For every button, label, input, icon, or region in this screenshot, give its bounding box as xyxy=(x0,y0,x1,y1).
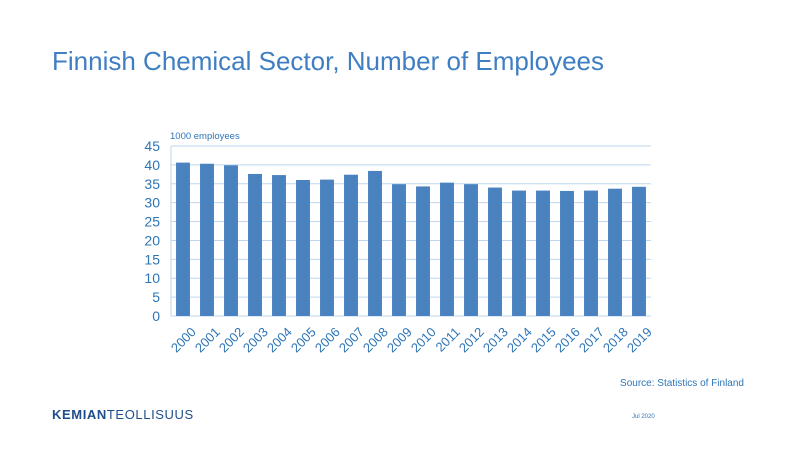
x-tick-label: 2014 xyxy=(504,324,535,355)
bar-2011 xyxy=(440,182,454,316)
bar-2006 xyxy=(320,179,334,316)
y-tick-label: 30 xyxy=(144,195,160,211)
x-tick-label: 2009 xyxy=(384,324,415,355)
bar-2010 xyxy=(416,186,430,316)
x-tick-label: 2019 xyxy=(624,324,655,355)
x-tick-label: 2018 xyxy=(600,324,631,355)
x-tick-label: 2004 xyxy=(264,324,295,355)
x-tick-label: 2011 xyxy=(433,324,463,354)
x-tick-label: 2005 xyxy=(288,324,319,355)
bar-2018 xyxy=(608,188,622,316)
bar-2015 xyxy=(536,190,550,316)
bar-2009 xyxy=(392,184,406,316)
x-tick-label: 2016 xyxy=(552,324,583,355)
bar-2002 xyxy=(224,165,238,316)
x-tick-label: 2012 xyxy=(456,324,487,355)
date-stamp: Jul 2020 xyxy=(632,414,655,420)
bars xyxy=(176,162,646,316)
gridlines xyxy=(170,145,651,317)
company-logo: KEMIANTEOLLISUUS xyxy=(52,407,194,422)
bar-2013 xyxy=(488,187,502,316)
x-tick-label: 2002 xyxy=(216,324,247,355)
x-tick-label: 2008 xyxy=(360,324,391,355)
bar-2007 xyxy=(344,174,358,316)
bar-2012 xyxy=(464,184,478,316)
y-tick-label: 45 xyxy=(144,138,160,154)
bar-2019 xyxy=(632,186,646,316)
x-tick-label: 2000 xyxy=(168,324,199,355)
y-tick-label: 5 xyxy=(152,289,160,305)
source-note: Source: Statistics of Finland xyxy=(620,378,744,389)
bar-2016 xyxy=(560,190,574,316)
slide-title: Finnish Chemical Sector, Number of Emplo… xyxy=(52,46,605,76)
y-tick-label: 25 xyxy=(144,214,160,230)
x-tick-label: 2003 xyxy=(240,324,271,355)
bar-2017 xyxy=(584,190,598,316)
logo-part-1: KEMIAN xyxy=(52,407,107,422)
x-tick-label: 2015 xyxy=(528,324,559,355)
y-tick-label: 40 xyxy=(144,157,160,173)
y-tick-label: 35 xyxy=(144,176,160,192)
y-tick-label: 0 xyxy=(152,308,160,324)
x-tick-label: 2010 xyxy=(408,324,439,355)
x-tick-label: 2006 xyxy=(312,324,343,355)
x-tick-label: 2007 xyxy=(336,324,367,355)
x-tick-label: 2013 xyxy=(480,324,511,355)
bar-2000 xyxy=(176,162,190,316)
y-axis-unit-label: 1000 employees xyxy=(170,131,240,142)
bar-2008 xyxy=(368,170,382,316)
bar-2004 xyxy=(272,175,286,316)
bar-2014 xyxy=(512,190,526,316)
x-tick-label: 2017 xyxy=(576,324,607,355)
bar-2001 xyxy=(200,163,214,316)
y-tick-label: 10 xyxy=(144,270,160,286)
x-axis-tick-labels: 2000200120022003200420052006200720082009… xyxy=(168,324,655,355)
y-tick-label: 15 xyxy=(144,251,160,267)
bar-2005 xyxy=(296,180,310,316)
y-axis-tick-labels: 0 5 10 15 20 25 30 35 40 45 xyxy=(144,138,160,324)
x-tick-label: 2001 xyxy=(192,324,223,355)
bar-2003 xyxy=(248,173,262,316)
logo-part-2: TEOLLISUUS xyxy=(106,407,194,422)
y-tick-label: 20 xyxy=(144,232,160,248)
